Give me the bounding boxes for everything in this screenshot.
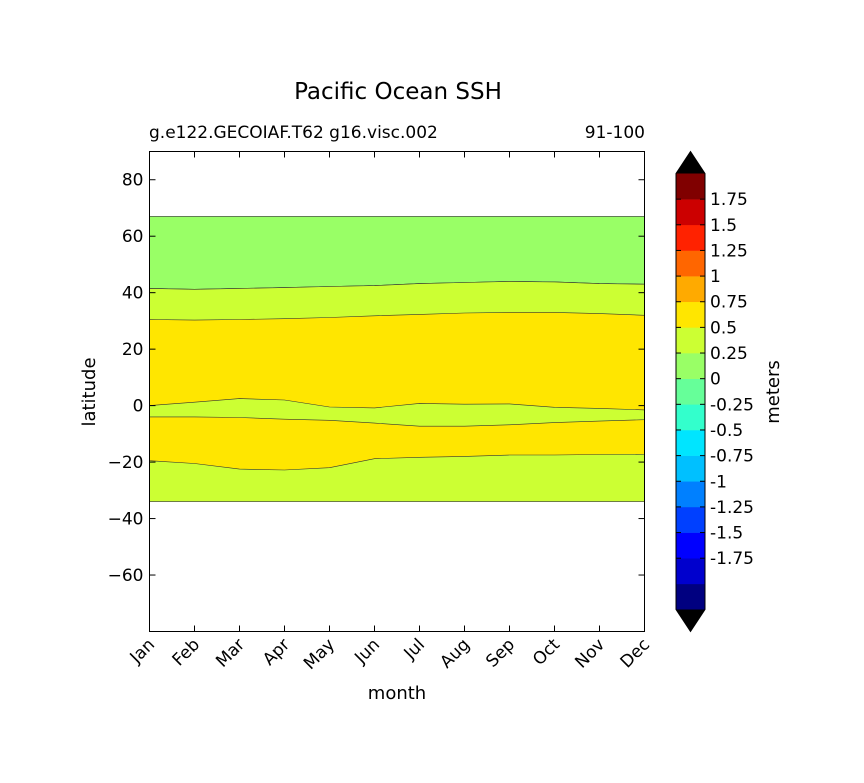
colorbar-segment	[676, 276, 705, 303]
y-tick-label: −20	[108, 453, 144, 473]
x-tick-label: Aug	[436, 635, 474, 673]
y-tick-label: 60	[122, 227, 144, 247]
y-tick-label: 40	[122, 284, 144, 304]
y-tick-label: 20	[122, 340, 144, 360]
colorbar-segment	[676, 429, 705, 456]
y-tick-label: −60	[108, 566, 144, 586]
x-tick-label: Apr	[259, 635, 294, 670]
y-axis-label: latitude	[79, 357, 100, 426]
colorbar-tick-label: -1.5	[710, 524, 743, 544]
colorbar-segment	[676, 301, 705, 328]
colorbar-tick-label: 0.5	[710, 318, 737, 338]
colorbar: 1.75 1.5 1.25 1 0.75 0.5 0.25 0 -0.25 -0.5 -0.75 -1…	[675, 150, 754, 633]
colorbar-segment	[676, 224, 705, 251]
y-tick-label: −40	[108, 510, 144, 530]
colorbar-tick-label: -1.75	[710, 549, 754, 569]
colorbar-tick-label: 1	[710, 267, 721, 287]
colorbar-tick-label: 0	[710, 370, 721, 390]
colorbar-segment	[676, 404, 705, 431]
colorbar-tick-label: 0.75	[710, 293, 748, 313]
colorbar-over-arrow	[676, 151, 705, 174]
colorbar-segment	[676, 506, 705, 533]
colorbar-tick-label: -0.25	[710, 395, 754, 415]
colorbar-tick-label: -1.25	[710, 498, 754, 518]
colorbar-segment	[676, 173, 705, 200]
contour-fills	[149, 216, 645, 502]
colorbar-tick-label: 1.5	[710, 216, 737, 236]
x-tick-label: Nov	[571, 635, 609, 673]
x-tick-label: Jan	[126, 635, 159, 668]
chart-subtitle-left: g.e122.GECOIAF.T62 g16.visc.002	[149, 123, 438, 143]
colorbar-tick-label: -0.5	[710, 421, 743, 441]
colorbar-segment	[676, 250, 705, 277]
colorbar-tick-label: 1.25	[710, 241, 748, 261]
colorbar-segment	[676, 327, 705, 354]
x-tick-label: Sep	[482, 635, 519, 672]
x-tick-label: Oct	[529, 635, 564, 670]
x-tick-label: Feb	[169, 635, 204, 670]
colorbar-segment	[676, 481, 705, 508]
x-axis-label: month	[368, 683, 426, 704]
contour-band-0	[149, 216, 645, 290]
colorbar-segment	[676, 532, 705, 559]
x-tick-label: Mar	[212, 635, 249, 672]
x-tick-label: May	[300, 635, 339, 674]
colorbar-tick-label: -1	[710, 472, 727, 492]
y-axis: 80 60 40 20 0 −20 −40 −60	[108, 171, 645, 586]
contour-band-2	[149, 312, 645, 471]
colorbar-segment	[676, 353, 705, 379]
colorbar-outline	[675, 150, 706, 633]
colorbar-segment	[676, 583, 705, 610]
chart-title: Pacific Ocean SSH	[294, 79, 502, 105]
colorbar-segment	[676, 378, 705, 405]
x-tick-label: Jul	[400, 635, 429, 664]
x-tick-label: Jun	[350, 635, 384, 669]
colorbar-tick-label: 1.75	[710, 190, 748, 210]
colorbar-segment	[676, 558, 705, 585]
colorbar-tick-label: -0.75	[710, 447, 754, 467]
chart-subtitle-right: 91-100	[585, 123, 645, 143]
x-tick-label: Dec	[617, 635, 654, 672]
y-tick-label: 80	[122, 171, 144, 191]
colorbar-segment	[676, 455, 705, 482]
colorbar-label: meters	[763, 360, 784, 424]
y-tick-label: 0	[133, 397, 144, 417]
colorbar-under-arrow	[676, 609, 705, 632]
colorbar-segment	[676, 199, 705, 226]
plot-frame	[149, 151, 645, 632]
colorbar-tick-label: 0.25	[710, 344, 748, 364]
